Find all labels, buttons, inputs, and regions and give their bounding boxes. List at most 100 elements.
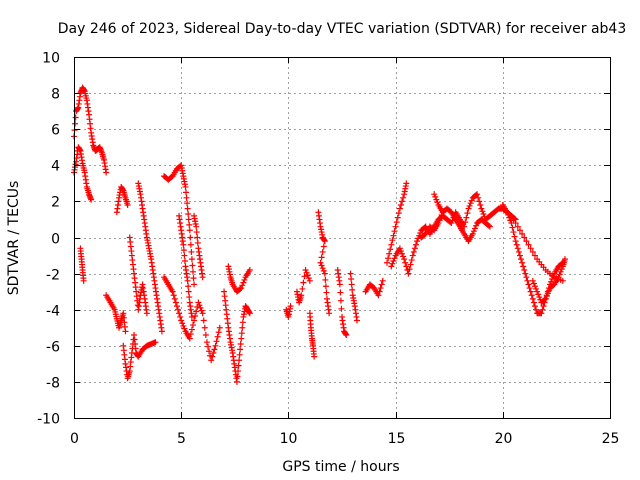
data-point <box>185 211 192 218</box>
data-point <box>211 346 218 353</box>
data-point <box>510 216 517 223</box>
data-point <box>200 317 207 324</box>
data-point <box>411 245 418 252</box>
grid-lines <box>74 57 610 418</box>
y-tick-label: -2 <box>46 268 60 284</box>
data-point <box>525 241 532 248</box>
data-point <box>199 274 206 281</box>
data-point <box>377 285 384 292</box>
data-point <box>387 246 394 253</box>
data-point <box>417 229 424 236</box>
data-point <box>406 266 413 273</box>
data-point <box>183 194 190 201</box>
data-point <box>394 214 401 221</box>
data-point <box>486 223 493 230</box>
data-point <box>533 306 540 313</box>
data-point <box>246 266 253 273</box>
data-point <box>235 368 242 375</box>
data-point <box>462 219 469 226</box>
data-point <box>303 269 310 276</box>
data-point <box>439 209 446 216</box>
data-point <box>198 307 205 314</box>
data-point <box>169 288 176 295</box>
data-point <box>555 274 562 281</box>
data-point <box>235 362 242 369</box>
data-point <box>185 288 192 295</box>
data-point <box>185 283 192 290</box>
data-point <box>241 276 248 283</box>
data-point <box>505 211 512 218</box>
y-tick-labels: -10 -8 -6 -4 -2 0 2 4 6 8 10 <box>37 51 60 428</box>
data-point <box>400 194 407 201</box>
data-point <box>512 220 519 227</box>
data-point <box>528 292 535 299</box>
data-point <box>536 294 543 301</box>
data-point <box>375 292 382 299</box>
data-point <box>190 275 197 282</box>
data-point <box>521 266 528 273</box>
data-point <box>302 266 309 273</box>
y-axis-label: SDTVAR / TECUs <box>6 181 22 296</box>
data-point <box>408 257 415 264</box>
x-tick-label: 10 <box>280 431 298 447</box>
data-point <box>558 266 565 273</box>
data-point <box>393 219 400 226</box>
data-point <box>180 322 187 329</box>
data-point <box>322 283 329 290</box>
data-point <box>176 310 183 317</box>
data-point <box>188 256 195 263</box>
data-point <box>103 169 110 176</box>
data-point <box>476 198 483 205</box>
data-point <box>318 254 325 261</box>
data-point <box>396 205 403 212</box>
data-point <box>233 378 240 385</box>
data-point <box>399 250 406 257</box>
data-point <box>405 270 412 277</box>
data-point <box>172 299 179 306</box>
data-point <box>212 342 219 349</box>
data-point <box>531 283 538 290</box>
data-point <box>298 292 305 299</box>
data-point <box>179 320 186 327</box>
data-point <box>186 294 193 301</box>
data-point <box>524 277 531 284</box>
data-point <box>530 299 537 306</box>
data-point <box>538 310 545 317</box>
data-point <box>397 202 404 209</box>
data-point <box>410 248 417 255</box>
data-point <box>336 281 343 288</box>
data-point <box>388 241 395 248</box>
data-point <box>214 333 221 340</box>
data-point <box>238 335 245 342</box>
data-point <box>543 293 550 300</box>
data-point <box>534 288 541 295</box>
data-point <box>529 295 536 302</box>
chart-title: Day 246 of 2023, Sidereal Day-to-day VTE… <box>58 21 627 37</box>
data-point <box>396 245 403 252</box>
data-point <box>171 295 178 302</box>
data-point <box>550 273 557 280</box>
data-point <box>561 256 568 263</box>
data-point <box>519 259 526 266</box>
data-point <box>437 214 444 221</box>
data-point <box>407 261 414 268</box>
data-point <box>433 196 440 203</box>
data-point <box>518 256 525 263</box>
data-point <box>527 245 534 252</box>
data-point <box>208 357 215 364</box>
data-point <box>170 292 177 299</box>
data-point <box>239 282 246 289</box>
data-point <box>473 222 479 229</box>
data-point <box>474 191 481 198</box>
axis-ticks <box>74 57 611 419</box>
data-points <box>71 84 568 385</box>
data-point <box>343 331 350 338</box>
data-point <box>195 299 202 306</box>
data-point <box>436 217 443 224</box>
data-point <box>379 277 386 284</box>
data-point <box>479 208 486 215</box>
data-point <box>189 268 196 275</box>
data-point <box>390 232 397 239</box>
data-point <box>513 241 520 248</box>
data-point <box>403 180 410 187</box>
